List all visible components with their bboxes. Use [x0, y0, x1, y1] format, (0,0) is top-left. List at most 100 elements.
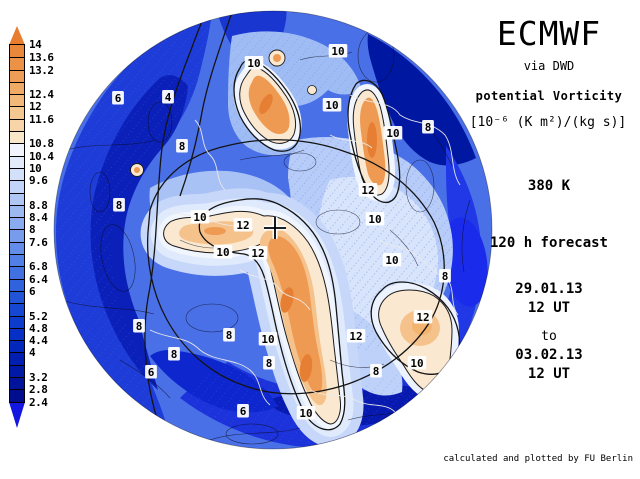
contour-label-box: [346, 329, 366, 343]
contour-label: 8: [373, 365, 380, 378]
contour-labels: 6 4 10 10 10 10 8 8 8 10 12 10 12 12 10 10 8 12 12 10 8 10 10 8…: [112, 44, 451, 420]
colorbar-segment: [10, 303, 24, 316]
contour-label-box: [162, 90, 174, 104]
contour-label-box: [407, 356, 427, 370]
pole-marker: [264, 217, 286, 239]
colorbar-segment: 3.2: [10, 371, 48, 390]
colorbar-segment: 8.4: [10, 211, 48, 230]
contour-label-box: [237, 404, 249, 418]
contour-label-box: [439, 269, 451, 283]
colorbar-tick-label: 4.4: [29, 333, 48, 347]
colorbar-segment: [10, 81, 24, 95]
colorbar-segment: 7.6: [10, 236, 48, 255]
forecast-label: 120 h forecast: [489, 235, 608, 251]
colorbar-segment: 13.6: [10, 51, 54, 70]
contour-label: 10: [385, 254, 398, 267]
contour-label-box: [145, 365, 157, 379]
level-label: 380 K: [527, 178, 571, 194]
colorbar-tick-label: 3.2: [29, 370, 48, 384]
contour-label: 10: [247, 57, 260, 70]
contour-label: 12: [349, 330, 362, 343]
colorbar-tick-label: 11.6: [29, 112, 54, 126]
contour-label-box: [296, 406, 316, 420]
start-date: 29.01.13: [515, 281, 583, 297]
contour-label-box: [383, 126, 403, 140]
pv-small-spots: [130, 49, 317, 177]
contour-label: 8: [179, 140, 186, 153]
colorbar-tick-label: 6.8: [29, 260, 48, 274]
colorbar-segment: [10, 254, 24, 267]
contour-label: 10: [331, 45, 344, 58]
colorbar-segment: 10.8: [10, 137, 54, 156]
contour-label-box: [213, 245, 233, 259]
colorbar-tick-label: 13.2: [29, 63, 54, 77]
colorbar-segment: 5.2: [10, 309, 48, 328]
colorbar-tick-label: 2.4: [29, 395, 48, 409]
contour-label: 10: [368, 213, 381, 226]
data-source: via DWD: [523, 59, 575, 73]
contour-label: 6: [115, 92, 122, 105]
colorbar-tick-label: 6.4: [29, 272, 48, 286]
colorbar-tick-label: 10.8: [29, 137, 54, 151]
pv-lobe-northeast: [347, 84, 396, 201]
colorbar-tick-label: 5.2: [29, 309, 48, 323]
map-rim: [53, 10, 493, 450]
contour-label-box: [176, 139, 188, 153]
contour-label: 12: [236, 219, 249, 232]
colorbar-tick-label: 8: [29, 223, 36, 237]
contour-label: 10: [216, 246, 229, 259]
colorbar-segment: 10.4: [10, 150, 54, 168]
colorbar-tick-label: 14: [29, 37, 42, 51]
colorbar-segment: 6.8: [10, 260, 48, 279]
contour-label: 8: [266, 357, 273, 370]
contour-label: 12: [251, 247, 264, 260]
contour-label-box: [190, 210, 210, 224]
colorbar-segment: 6: [10, 285, 36, 304]
variable-units: [10⁻⁶ (K m²)/(kg s)]: [469, 115, 627, 130]
contour-label: 8: [442, 270, 449, 283]
contour-label-box: [112, 91, 124, 105]
colorbar-segment: 4.4: [10, 334, 48, 353]
colorbar-tick-label: 10: [29, 161, 42, 175]
contour-label-box: [358, 183, 378, 197]
pv-lobe-west-and-central: [140, 188, 364, 447]
colorbar-tick-label: 9.6: [29, 174, 48, 188]
contour-label: 8: [226, 329, 233, 342]
colorbar-segment: 8: [10, 223, 36, 242]
contour-label-box: [370, 364, 382, 378]
colorbar-segment: 14: [10, 38, 42, 58]
colorbar-segment: 12.4: [10, 88, 54, 107]
contour-label-box: [113, 198, 125, 212]
contour-label-box: [382, 253, 402, 267]
colorbar-segment: 13.2: [10, 63, 54, 82]
contour-label-box: [422, 120, 434, 134]
colorbar-tick-label: 13.6: [29, 51, 54, 65]
variable-name: potential Vorticity: [475, 89, 623, 103]
colorbar-tick-label: 8.4: [29, 211, 48, 225]
end-time: 12 UT: [527, 366, 571, 382]
end-date: 03.02.13: [515, 347, 583, 363]
colorbar-tick-label: 4: [29, 346, 36, 360]
contour-label: 8: [136, 320, 143, 333]
colorbar-scale: 14 13.6 13.2 12.4 12 11.6 10.8 10.4 10 9.6 8.8 8.4 8…: [9, 38, 54, 409]
contour-label: 10: [193, 211, 206, 224]
contour-label: 10: [261, 333, 274, 346]
colorbar-tick-label: 2.8: [29, 383, 48, 397]
credit-text: calculated and plotted by FU Berlin: [443, 454, 633, 464]
colorbar-tick-label: 4.8: [29, 321, 48, 335]
colorbar-segment: 12: [10, 100, 42, 119]
contour-label-box: [258, 332, 278, 346]
contour-label: 10: [299, 407, 312, 420]
contour-label-box: [168, 347, 180, 361]
contour-label: 12: [416, 311, 429, 324]
colorbar: 14 13.6 13.2 12.4 12 11.6 10.8 10.4 10 9.6 8.8 8.4 8…: [9, 26, 69, 428]
contour-label: 10: [410, 357, 423, 370]
colorbar-segment: 4: [10, 346, 36, 365]
colorbar-tick-label: 12: [29, 100, 42, 114]
colorbar-segment: [10, 192, 24, 205]
colorbar-segment: 8.8: [10, 199, 48, 218]
contour-label-box: [365, 212, 385, 226]
start-time: 12 UT: [527, 300, 571, 316]
map-field: [54, 11, 492, 449]
